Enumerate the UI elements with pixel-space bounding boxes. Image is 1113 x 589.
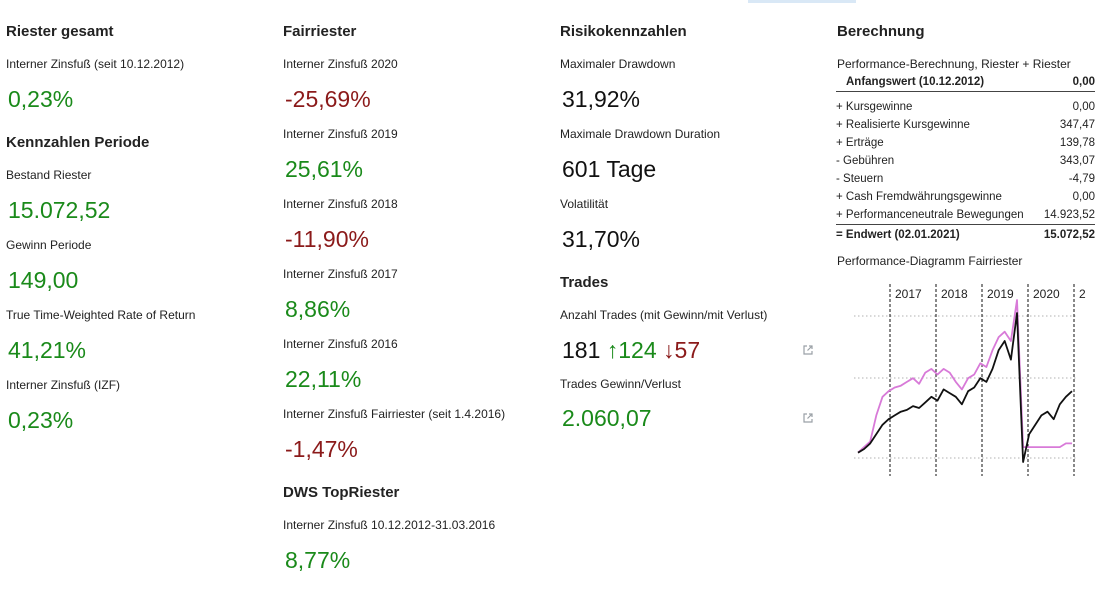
end-value-label: = Endwert (02.01.2021) [836,224,1040,245]
external-link-icon[interactable] [802,343,814,355]
izf-2019-label: Interner Zinsfuß 2019 [283,127,398,141]
end-value: 15.072,52 [1039,224,1095,245]
calc-row-value: 347,47 [1059,119,1095,131]
chart-x-tick-label: 2017 [895,287,922,301]
start-value-row: Anfangswert (10.12.2012) 0,00 [836,73,1095,92]
izf-2020-value: -25,69% [285,86,371,112]
calc-row-label: + Cash Fremdwährungsgewinne [836,191,1002,203]
izf2-value: 0,23% [8,407,74,433]
dws-heading: DWS TopRiester [283,484,400,501]
chart-series-line-black [857,312,1073,463]
gv-value: 2.060,07 [562,405,652,431]
izf2-label: Interner Zinsfuß (IZF) [6,378,121,392]
gewinn-value: 149,00 [8,267,79,293]
calc-row-value: -4,79 [1068,173,1095,185]
calc-row: + Realisierte Kursgewinne 347,47 [836,116,1095,134]
vol-label: Volatilität [560,197,609,211]
mddd-label: Maximale Drawdown Duration [560,127,721,141]
gv-label: Trades Gewinn/Verlust [560,377,681,391]
end-value-row: = Endwert (02.01.2021) 15.072,52 [836,224,1095,245]
bestand-value: 15.072,52 [8,197,111,223]
trades-winning: ↑124 [606,337,657,363]
izf-2018-label: Interner Zinsfuß 2018 [283,197,398,211]
dws-izf-label: Interner Zinsfuß 10.12.2012-31.03.2016 [283,518,496,532]
calc-row: - Steuern -4,79 [836,170,1095,188]
external-link-icon[interactable] [802,411,814,423]
vol-value: 31,70% [562,226,641,252]
gewinn-label: Gewinn Periode [6,238,92,252]
izf-value: 0,23% [8,86,74,112]
calc-row-label: + Erträge [836,137,884,149]
ttwror-label: True Time-Weighted Rate of Return [6,308,196,322]
calc-row-label: - Gebühren [836,155,895,167]
calc-row-value: 0,00 [1072,191,1095,203]
trades-counts: 181 ↑124 ↓57 [562,337,700,364]
calc-row: + Performanceneutrale Bewegungen 14.923,5… [836,206,1095,225]
start-value: 0,00 [1039,73,1095,92]
mdd-value: 31,92% [562,86,641,112]
kennzahlen-periode-heading: Kennzahlen Periode [6,134,150,151]
trades-losing: ↓57 [663,337,701,363]
izf-2019-value: 25,61% [285,156,364,182]
chart-series-line-violet [857,299,1072,454]
calc-row: + Erträge 139,78 [836,134,1095,152]
trades-heading: Trades [560,274,609,291]
berechnung-heading: Berechnung [837,23,925,40]
top-tab-indicator [748,0,856,3]
berechnung-subtitle: Performance-Berechnung, Riester + Rieste… [837,57,1071,71]
trades-total: 181 [562,337,601,363]
riester-gesamt-heading: Riester gesamt [6,23,114,40]
mdd-label: Maximaler Drawdown [560,57,676,71]
trades-label: Anzahl Trades (mit Gewinn/mit Verlust) [560,308,768,322]
risiko-heading: Risikokennzahlen [560,23,687,40]
izf-2016-value: 22,11% [285,366,362,392]
dws-izf-value: 8,77% [285,547,351,573]
chart-x-tick-label: 2 [1079,287,1086,301]
calc-row: + Kursgewinne 0,00 [836,98,1095,116]
mddd-value: 601 Tage [562,156,657,182]
izf-2020-label: Interner Zinsfuß 2020 [283,57,398,71]
calc-row-value: 139,78 [1059,137,1095,149]
calc-row-value: 343,07 [1059,155,1095,167]
start-value-label: Anfangswert (10.12.2012) [836,73,1040,92]
fairriester-heading: Fairriester [283,23,357,40]
chart-x-tick-label: 2019 [987,287,1014,301]
chart-title: Performance-Diagramm Fairriester [837,254,1023,268]
izf-fairriester-label: Interner Zinsfuß Fairriester (seit 1.4.2… [283,407,506,421]
izf-label: Interner Zinsfuß (seit 10.12.2012) [6,57,185,71]
calc-row-value: 0,00 [1072,101,1095,113]
izf-2017-label: Interner Zinsfuß 2017 [283,267,398,281]
izf-2018-value: -11,90% [285,226,369,252]
calc-row-label: + Performanceneutrale Bewegungen [836,209,1024,221]
calc-row: + Cash Fremdwährungsgewinne 0,00 [836,188,1095,206]
calc-row: - Gebühren 343,07 [836,152,1095,170]
performance-calculation-table: Anfangswert (10.12.2012) 0,00 + Kursgewi… [836,73,1095,245]
chart-x-tick-label: 2020 [1033,287,1060,301]
calc-row-label: + Realisierte Kursgewinne [836,119,970,131]
calc-row-value: 14.923,52 [1043,209,1095,221]
performance-chart: 2017 2018 2019 2020 2 [854,284,1086,476]
izf-2016-label: Interner Zinsfuß 2016 [283,337,398,351]
izf-2017-value: 8,86% [285,296,351,322]
izf-fairriester-value: -1,47% [285,436,358,462]
bestand-label: Bestand Riester [6,168,92,182]
calc-row-label: + Kursgewinne [836,101,913,113]
ttwror-value: 41,21% [8,337,87,363]
chart-x-tick-label: 2018 [941,287,968,301]
calc-row-label: - Steuern [836,173,884,185]
